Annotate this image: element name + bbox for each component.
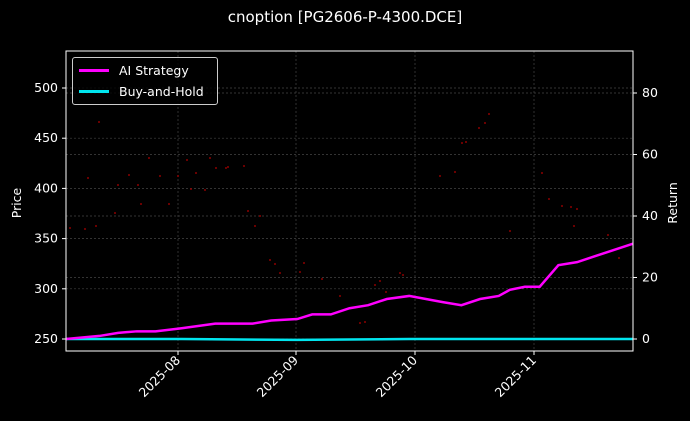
svg-text:350: 350 — [34, 231, 58, 246]
legend-label: AI Strategy — [119, 62, 189, 78]
svg-text:20: 20 — [642, 270, 658, 285]
svg-text:80: 80 — [642, 85, 658, 100]
svg-text:2025-09: 2025-09 — [254, 352, 302, 400]
svg-text:2025-10: 2025-10 — [373, 352, 421, 400]
ai-strategy-line — [65, 242, 634, 341]
svg-text:500: 500 — [34, 80, 58, 95]
svg-text:250: 250 — [34, 331, 58, 346]
plot-frame — [65, 50, 634, 352]
svg-text:300: 300 — [34, 281, 58, 296]
svg-text:40: 40 — [642, 208, 658, 223]
svg-text:0: 0 — [642, 331, 650, 346]
legend-swatch-buy-and-hold — [79, 89, 109, 93]
legend-label: Buy-and-Hold — [119, 83, 204, 99]
left-axis: 250 300 350 400 450 500 — [34, 80, 66, 346]
y-axis-label-left: Price — [9, 187, 24, 218]
svg-text:2025-11: 2025-11 — [492, 353, 540, 401]
y-axis-label-right: Return — [665, 182, 680, 223]
legend-swatch-ai-strategy — [79, 68, 109, 72]
svg-text:450: 450 — [34, 130, 58, 145]
legend-item-ai-strategy: AI Strategy — [79, 61, 189, 79]
right-axis: 0 20 40 60 80 — [633, 85, 658, 346]
x-axis: 2025-08 2025-09 2025-10 2025-11 — [136, 351, 540, 401]
svg-text:60: 60 — [642, 147, 658, 162]
svg-text:400: 400 — [34, 180, 58, 195]
legend-item-buy-and-hold: Buy-and-Hold — [79, 82, 204, 100]
buy-and-hold-line — [66, 337, 633, 342]
legend: AI Strategy Buy-and-Hold — [72, 57, 218, 105]
chart-title: cnoption [PG2606-P-4300.DCE] — [227, 8, 463, 26]
price-dots — [69, 113, 620, 324]
svg-text:2025-08: 2025-08 — [136, 352, 184, 400]
